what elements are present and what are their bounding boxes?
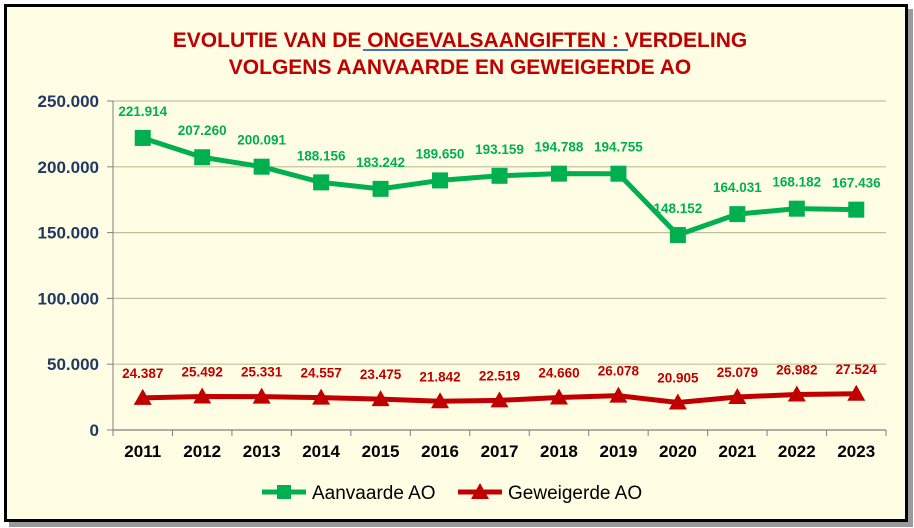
data-point-geweigerde	[133, 388, 152, 405]
data-point-geweigerde	[787, 385, 806, 402]
data-label-aanvaarde: 148.152	[653, 201, 702, 216]
y-tick-label: 0	[90, 421, 99, 440]
data-point-geweigerde	[490, 391, 509, 408]
y-tick-label: 150.000	[38, 224, 99, 243]
data-label-geweigerde: 25.331	[241, 365, 283, 380]
legend: Aanvaarde AO Geweigerde AO	[262, 483, 642, 504]
chart-frame	[4, 4, 908, 522]
data-point-geweigerde	[431, 392, 450, 409]
data-point-geweigerde	[549, 388, 568, 405]
data-point-geweigerde	[847, 384, 866, 401]
data-point-geweigerde	[668, 393, 687, 410]
legend-label: Geweigerde AO	[508, 483, 642, 504]
legend-marker-triangle	[471, 483, 489, 499]
chart-title-line-2: VOLGENS AANVAARDE EN GEWEIGERDE AO	[229, 56, 691, 79]
data-label-aanvaarde: 189.650	[416, 146, 465, 161]
data-point-geweigerde	[312, 388, 331, 405]
data-label-geweigerde: 25.492	[182, 364, 223, 379]
x-tick-label: 2014	[302, 442, 340, 461]
data-label-aanvaarde: 164.031	[713, 180, 762, 195]
data-point-aanvaarde	[848, 201, 865, 218]
data-point-aanvaarde	[253, 158, 270, 175]
x-tick-label: 2020	[659, 442, 697, 461]
x-tick-label: 2018	[540, 442, 578, 461]
legend-label: Aanvaarde AO	[312, 483, 436, 504]
data-label-aanvaarde: 207.260	[178, 123, 227, 138]
data-label-geweigerde: 26.078	[598, 364, 640, 379]
y-tick-label: 100.000	[38, 289, 99, 308]
data-label-geweigerde: 26.982	[776, 362, 817, 377]
data-point-aanvaarde	[669, 227, 686, 244]
data-point-aanvaarde	[788, 200, 805, 217]
data-label-geweigerde: 27.524	[836, 362, 878, 377]
data-point-geweigerde	[728, 387, 747, 404]
x-tick-label: 2021	[718, 442, 756, 461]
data-point-aanvaarde	[729, 206, 746, 223]
data-point-aanvaarde	[491, 167, 508, 184]
legend-marker-square	[277, 485, 291, 499]
data-point-geweigerde	[193, 387, 212, 404]
data-label-aanvaarde: 183.242	[356, 155, 405, 170]
data-point-aanvaarde	[550, 165, 567, 182]
data-point-geweigerde	[252, 387, 271, 404]
data-label-geweigerde: 21.842	[419, 369, 460, 384]
data-point-aanvaarde	[313, 174, 330, 191]
data-label-aanvaarde: 168.182	[772, 175, 821, 190]
data-label-aanvaarde: 194.755	[594, 140, 643, 155]
data-label-geweigerde: 24.660	[538, 366, 579, 381]
data-label-geweigerde: 22.519	[479, 368, 520, 383]
data-label-aanvaarde: 221.914	[118, 104, 167, 119]
data-label-aanvaarde: 200.091	[237, 133, 286, 148]
data-label-geweigerde: 23.475	[360, 367, 402, 382]
x-tick-label: 2012	[183, 442, 221, 461]
data-label-geweigerde: 20.905	[657, 370, 699, 385]
x-axis: 2011 2012 2013 2014 2015 2016 2017 2018 2019 2020…	[112, 429, 887, 461]
x-tick-label: 2016	[421, 442, 459, 461]
data-label-geweigerde: 24.557	[300, 366, 341, 381]
x-tick-label: 2019	[600, 442, 638, 461]
data-point-aanvaarde	[610, 165, 627, 182]
y-axis: 0 50.000 100.000 150.000 200.000 250.000	[38, 92, 114, 440]
x-tick-label: 2022	[778, 442, 816, 461]
data-point-aanvaarde	[134, 129, 151, 146]
data-label-aanvaarde: 167.436	[832, 176, 881, 191]
chart-title: EVOLUTIE VAN DE ONGEVALSAANGIFTEN : VERD…	[173, 29, 747, 79]
y-tick-label: 50.000	[47, 355, 99, 374]
series-layer: 221.914 207.260 200.091 188.156 183.242 189.6…	[118, 104, 881, 410]
data-label-geweigerde: 25.079	[717, 365, 758, 380]
data-label-geweigerde: 24.387	[122, 366, 163, 381]
y-tick-label: 250.000	[38, 92, 99, 111]
data-point-geweigerde	[371, 390, 390, 407]
x-tick-label: 2015	[362, 442, 400, 461]
x-tick-label: 2017	[481, 442, 519, 461]
data-point-aanvaarde	[194, 149, 211, 166]
data-point-geweigerde	[609, 386, 628, 403]
data-point-aanvaarde	[432, 172, 449, 189]
data-label-aanvaarde: 188.156	[297, 148, 346, 163]
x-tick-label: 2023	[837, 442, 875, 461]
x-tick-label: 2013	[243, 442, 281, 461]
gridlines	[113, 100, 886, 365]
data-label-aanvaarde: 193.159	[475, 142, 524, 157]
x-tick-label: 2011	[124, 442, 161, 461]
chart-title-line-1: EVOLUTIE VAN DE ONGEVALSAANGIFTEN : VERD…	[173, 29, 747, 52]
data-label-aanvaarde: 194.788	[535, 140, 584, 155]
y-tick-label: 200.000	[38, 158, 99, 177]
data-point-aanvaarde	[372, 180, 389, 197]
